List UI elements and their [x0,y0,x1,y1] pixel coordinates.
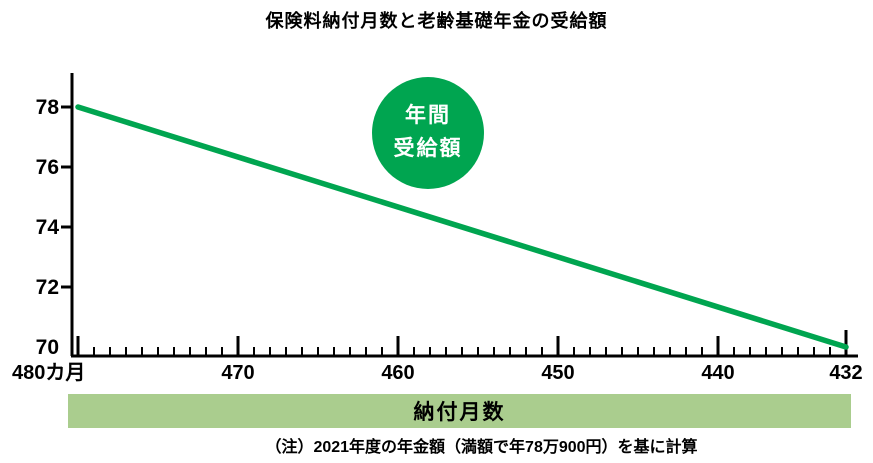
chart-title: 保険料納付月数と老齢基礎年金の受給額 [265,11,608,31]
y-tick-label: 78 [36,96,60,119]
plot-svg: 480カ月 470 460 450 440 432 78 76 74 72 70 [12,73,863,384]
benefit-trend-line [75,104,849,350]
y-tick-label: 74 [36,216,60,239]
x-tick-label: 432 [829,362,862,384]
annual-benefit-badge: 年間 受給額 [372,77,484,189]
x-tick-label: 450 [541,362,574,384]
x-tick-label: 480カ月 [12,362,85,384]
y-tick-label: 70 [36,336,59,359]
y-tick-label: 72 [36,276,59,299]
y-tick-label: 76 [36,156,59,179]
x-tick-label: 440 [701,362,734,384]
x-tick-label: 460 [381,362,414,384]
x-axis-banner: 納付月数 [68,394,851,428]
badge-line2: 受給額 [393,137,463,160]
badge-line1: 年間 [405,104,451,128]
note-text: （注）2021年度の年金額（満額で年78万900円）を基に計算 [265,439,698,456]
x-tick-label: 470 [221,362,254,384]
x-axis-banner-label: 納付月数 [413,401,506,424]
